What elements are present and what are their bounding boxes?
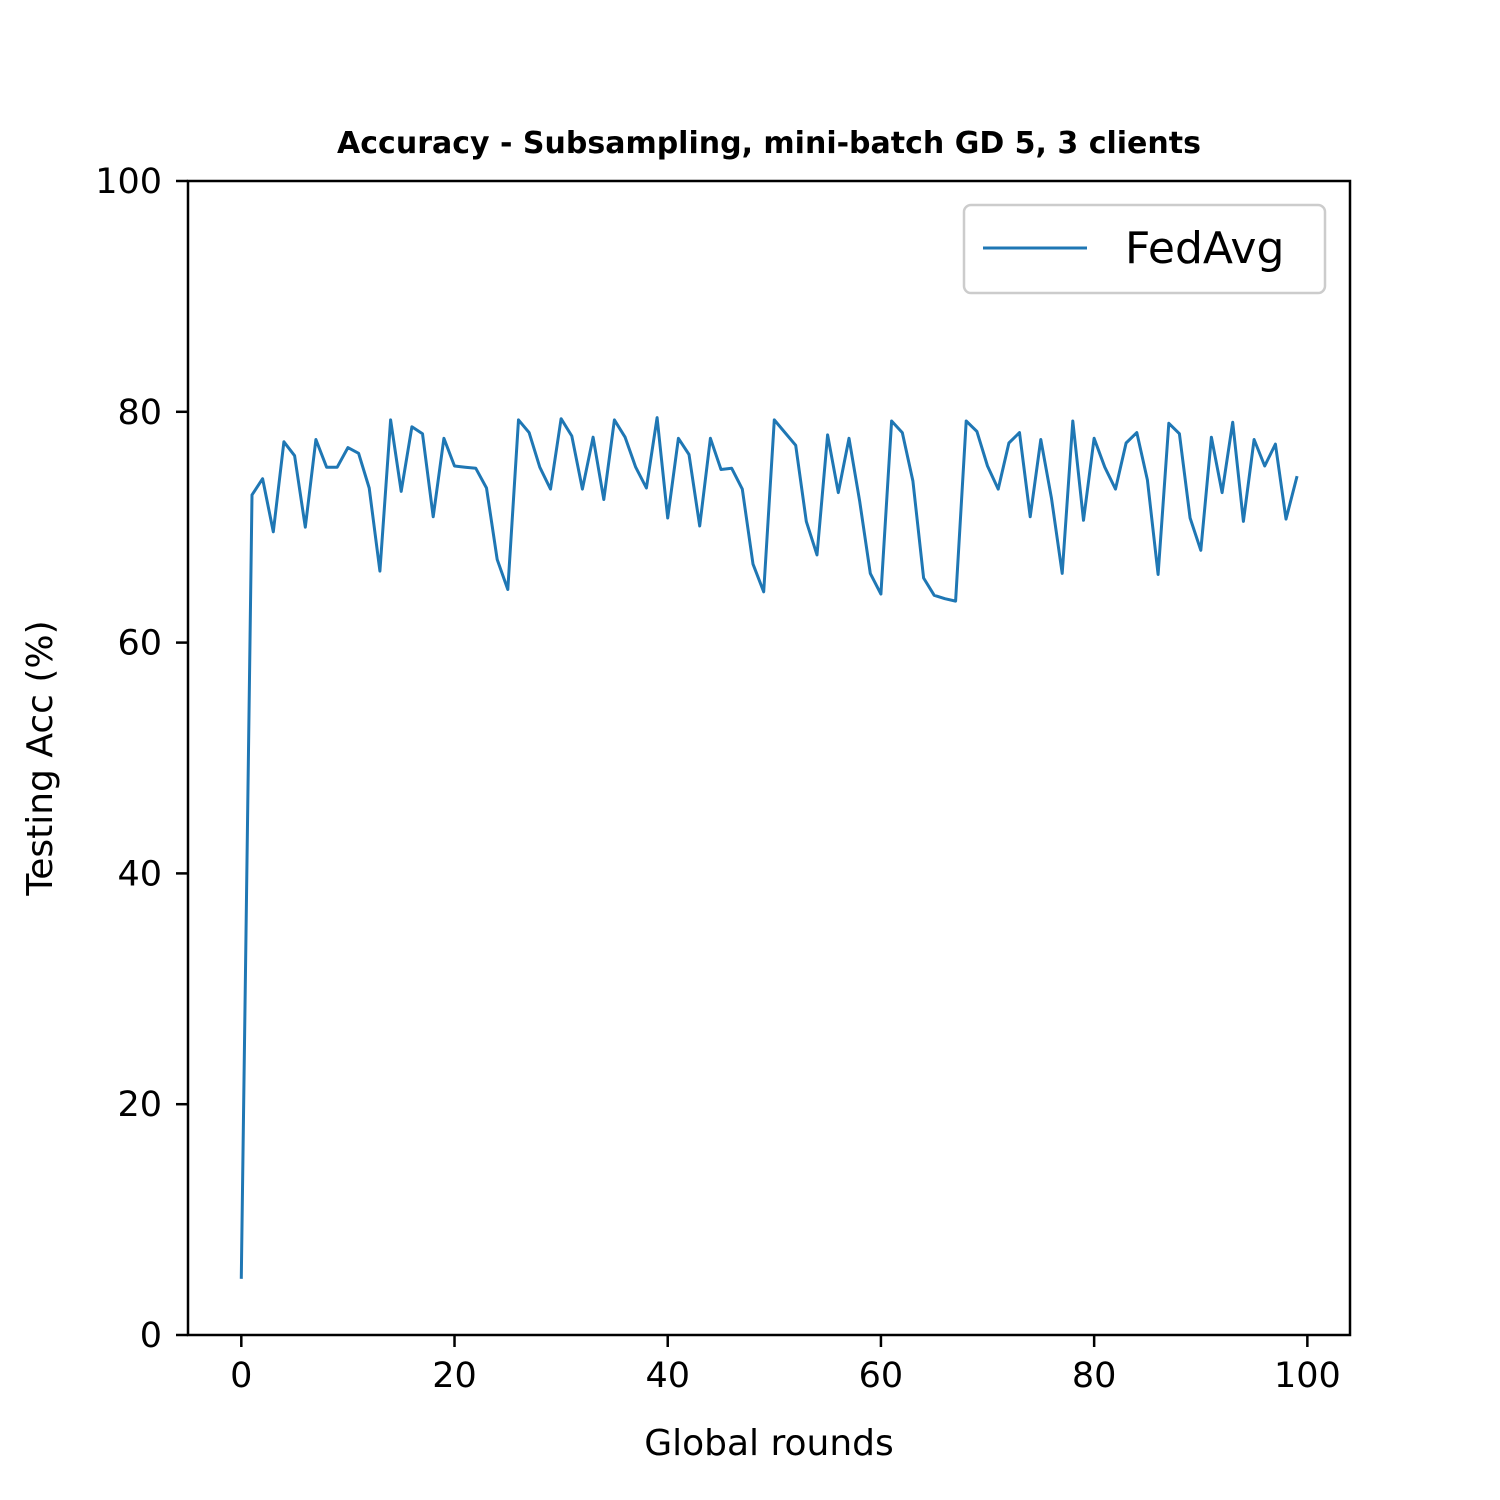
y-tick-label: 20: [117, 1085, 162, 1125]
y-tick-label: 80: [117, 393, 162, 433]
y-tick-label: 40: [117, 854, 162, 894]
y-tick-label: 60: [117, 624, 162, 664]
y-tick-label: 0: [140, 1316, 162, 1356]
series-layer: [239, 416, 1299, 1279]
plot-frame: [186, 179, 1352, 1337]
legend-box: [962, 203, 1327, 295]
series-line-fedavg: [239, 416, 1299, 1279]
y-axis: 0 20 40 60 80 100: [95, 162, 188, 1356]
x-tick-label: 20: [432, 1356, 477, 1396]
legend: FedAvg: [962, 203, 1327, 295]
legend-entry-fedavg: FedAvg: [1125, 223, 1284, 274]
chart-title: Accuracy - Subsampling, mini-batch GD 5,…: [337, 126, 1201, 161]
x-tick-label: 60: [859, 1356, 904, 1396]
x-tick-label: 40: [645, 1356, 690, 1396]
x-tick-label: 0: [230, 1356, 252, 1396]
x-axis-label: Global rounds: [644, 1423, 894, 1464]
x-tick-label: 100: [1274, 1356, 1341, 1396]
x-tick-label: 80: [1072, 1356, 1117, 1396]
y-axis-label: Testing Acc (%): [20, 620, 61, 896]
plot-area: 0 20 40 60 80 100 0 20 40 60 80 100: [95, 162, 1352, 1396]
x-axis: 0 20 40 60 80 100: [230, 1335, 1341, 1396]
y-tick-label: 100: [95, 162, 162, 202]
